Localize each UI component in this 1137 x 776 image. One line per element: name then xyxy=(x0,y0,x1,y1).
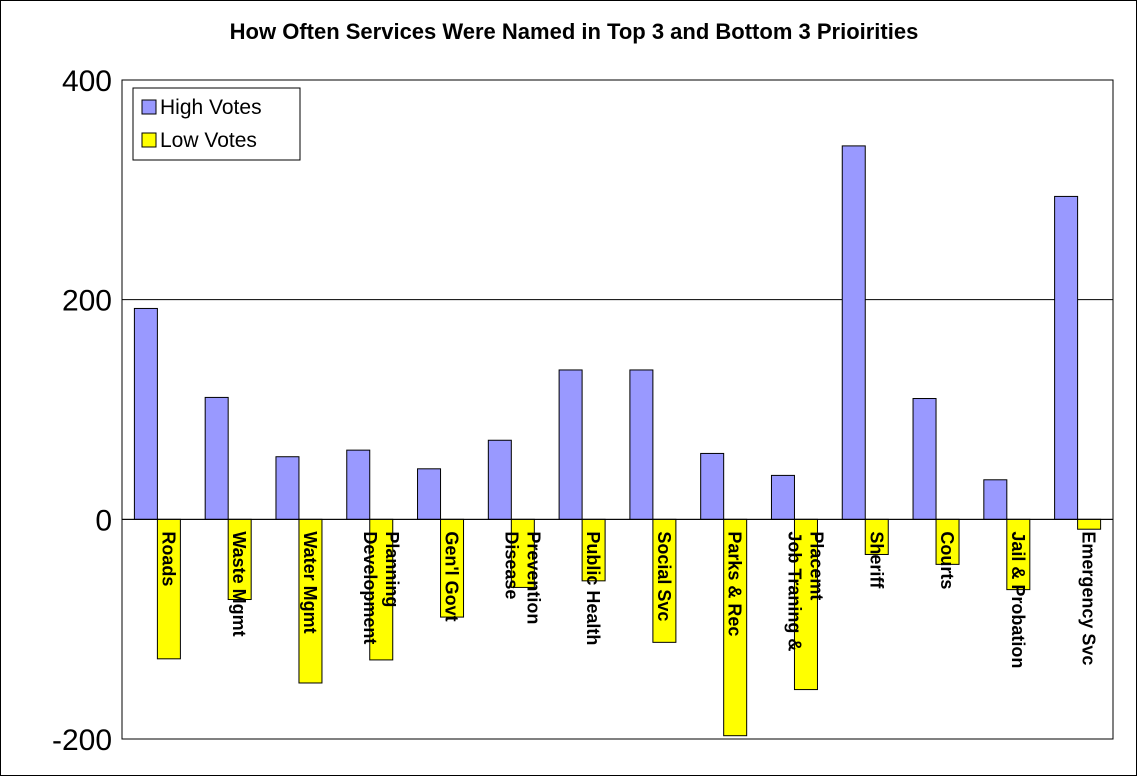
category-label: Sheriff xyxy=(866,531,886,589)
bar-high-votes xyxy=(700,452,725,520)
category-label: Gen'l Govt xyxy=(442,531,462,621)
category-label: Development xyxy=(360,531,380,644)
bar-high-votes xyxy=(417,468,442,520)
category-label: Placemt xyxy=(806,531,826,600)
category-label: Public Health xyxy=(583,531,603,645)
legend-swatch xyxy=(141,99,157,115)
category-label: Waste Mgmt xyxy=(229,531,249,636)
category-label: Water Mgmt xyxy=(300,531,320,633)
plot-area: 400 200 0 -200 Roads Waste Mgmt Water Mgmt Deve… xyxy=(52,65,1114,757)
bar-high-votes xyxy=(912,398,937,520)
category-label: Planning xyxy=(382,531,402,607)
plot-border xyxy=(121,79,1114,740)
legend-label: Low Votes xyxy=(160,129,257,152)
y-tick-label: 0 xyxy=(95,504,112,537)
category-label: Prevention xyxy=(523,531,543,624)
category-label: Parks & Rec xyxy=(725,531,745,636)
category-label: Courts xyxy=(937,531,957,589)
legend-swatch xyxy=(141,132,157,148)
bar-high-votes xyxy=(629,369,654,520)
bar-high-votes xyxy=(983,479,1008,520)
bar-high-votes xyxy=(558,369,583,520)
bar-low-votes xyxy=(1077,518,1102,530)
legend-label: High Votes xyxy=(160,96,262,119)
category-label: Jail & Probation xyxy=(1008,531,1028,668)
category-label: Roads xyxy=(158,531,178,586)
bar-high-votes xyxy=(346,449,371,520)
y-tick-label: -200 xyxy=(52,724,112,757)
category-label: Job Traning & xyxy=(784,531,804,651)
category-label: Social Svc xyxy=(654,531,674,621)
y-tick-label: 200 xyxy=(62,285,112,318)
bar-high-votes xyxy=(487,439,512,520)
bar-high-votes xyxy=(841,145,866,520)
bar-high-votes xyxy=(204,396,229,520)
bar-high-votes xyxy=(770,474,795,520)
bar-high-votes xyxy=(275,456,300,520)
legend-box xyxy=(132,87,301,161)
category-label: Emergency Svc xyxy=(1079,531,1099,665)
chart-title: How Often Services Were Named in Top 3 a… xyxy=(230,19,919,44)
bar-high-votes xyxy=(1054,195,1079,520)
category-label: Disease xyxy=(501,531,521,599)
y-tick-label: 400 xyxy=(62,65,112,98)
bar-high-votes xyxy=(133,307,158,520)
